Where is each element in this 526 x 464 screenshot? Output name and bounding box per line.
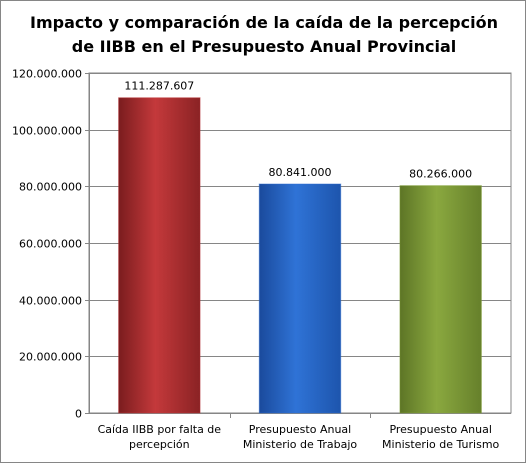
bar	[118, 97, 201, 414]
data-label: 80.841.000	[269, 166, 332, 179]
x-category-label: Presupuesto Anual	[249, 423, 351, 436]
y-tick-label: 120.000.000	[12, 68, 82, 81]
chart-title-line-2: de IIBB en el Presupuesto Anual Provinci…	[72, 37, 456, 56]
y-tick-label: 0	[75, 408, 82, 421]
bar	[258, 183, 342, 414]
data-label: 111.287.607	[124, 80, 194, 93]
y-tick-label: 40.000.000	[19, 295, 82, 308]
bar	[399, 185, 482, 414]
y-tick-label: 60.000.000	[19, 238, 82, 251]
y-tick-label: 80.000.000	[19, 181, 82, 194]
y-tick-label: 100.000.000	[12, 125, 82, 138]
x-category-label: Presupuesto Anual	[389, 423, 491, 436]
x-category-label: Ministerio de Trabajo	[243, 438, 358, 451]
x-category-label: Caída IIBB por falta de	[98, 423, 222, 436]
chart-title-line-1: Impacto y comparación de la caída de la …	[30, 13, 498, 32]
x-category-label: percepción	[129, 438, 190, 451]
data-label: 80.266.000	[409, 168, 472, 181]
x-category-label: Ministerio de Turismo	[382, 438, 499, 451]
y-tick-label: 20.000.000	[19, 351, 82, 364]
